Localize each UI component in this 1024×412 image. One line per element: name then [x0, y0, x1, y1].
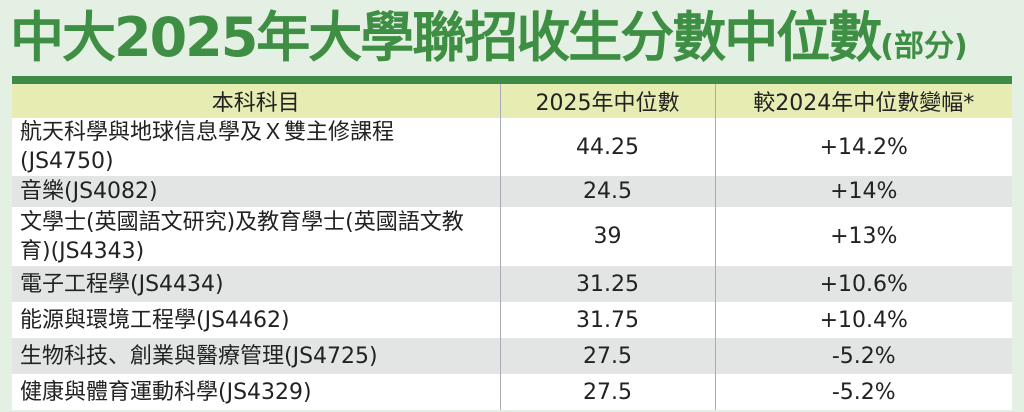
cell-subject: 文學士(英國語文研究)及教育學士(英國語文教育)(JS4343) [12, 207, 501, 266]
table-row: 健康與體育運動科學(JS4329) 27.5 -5.2% [12, 374, 1012, 410]
header-median: 2025年中位數 [500, 84, 716, 118]
cell-subject: 音樂(JS4082) [12, 176, 501, 207]
cell-change: -5.2% [715, 374, 1012, 410]
cell-median: 31.75 [500, 302, 716, 338]
table-row: 能源與環境工程學(JS4462) 31.75 +10.4% [12, 302, 1012, 338]
cell-median: 44.25 [500, 118, 716, 176]
header-subject: 本科科目 [12, 84, 501, 118]
table-header-row: 本科科目 2025年中位數 較2024年中位數變幅* [12, 84, 1012, 118]
cell-median: 39 [500, 207, 716, 266]
title-suffix: (部分) [880, 29, 968, 64]
table-row: 電子工程學(JS4434) 31.25 +10.6% [12, 266, 1012, 302]
cell-change: +10.6% [715, 266, 1012, 302]
table-row: 文學士(英國語文研究)及教育學士(英國語文教育)(JS4343) 39 +13% [12, 207, 1012, 266]
table-row: 航天科學與地球信息學及Ｘ雙主修課程(JS4750) 44.25 +14.2% [12, 118, 1012, 176]
cell-change: +13% [715, 207, 1012, 266]
cell-change: -5.2% [715, 338, 1012, 374]
cell-subject: 能源與環境工程學(JS4462) [12, 302, 501, 338]
cell-change: +10.4% [715, 302, 1012, 338]
cell-subject: 健康與體育運動科學(JS4329) [12, 374, 501, 410]
median-score-table: 本科科目 2025年中位數 較2024年中位數變幅* 航天科學與地球信息學及Ｘ雙… [12, 84, 1012, 410]
cell-subject: 生物科技、創業與醫療管理(JS4725) [12, 338, 501, 374]
header-change: 較2024年中位數變幅* [715, 84, 1012, 118]
cell-median: 31.25 [500, 266, 716, 302]
cell-change: +14.2% [715, 118, 1012, 176]
cell-subject: 電子工程學(JS4434) [12, 266, 501, 302]
cell-median: 24.5 [500, 176, 716, 207]
table-row: 生物科技、創業與醫療管理(JS4725) 27.5 -5.2% [12, 338, 1012, 374]
cell-subject: 航天科學與地球信息學及Ｘ雙主修課程(JS4750) [12, 118, 501, 176]
cell-change: +14% [715, 176, 1012, 207]
table-row: 音樂(JS4082) 24.5 +14% [12, 176, 1012, 207]
title-main: 中大2025年大學聯招收生分數中位數 [10, 6, 882, 69]
page-title: 中大2025年大學聯招收生分數中位數(部分) [10, 6, 968, 70]
title-divider [12, 76, 1012, 84]
cell-median: 27.5 [500, 374, 716, 410]
cell-median: 27.5 [500, 338, 716, 374]
